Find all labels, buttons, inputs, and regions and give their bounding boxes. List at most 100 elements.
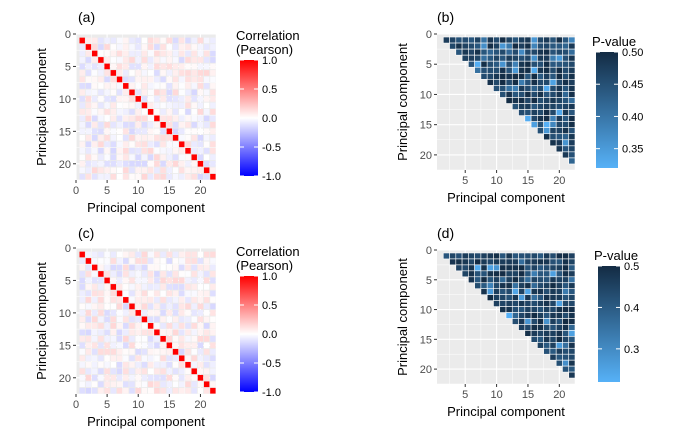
- heatmap-cell: [91, 258, 98, 264]
- heatmap-cell: [543, 54, 551, 62]
- heatmap-cell: [185, 342, 191, 349]
- heatmap-cell: [203, 122, 210, 128]
- heatmap-cell: [486, 60, 494, 68]
- heatmap-cell: [141, 154, 148, 161]
- heatmap-cell: [129, 310, 135, 316]
- heatmap-cell: [154, 37, 160, 44]
- heatmap-cell: [524, 115, 532, 122]
- heatmap-cell: [172, 173, 179, 180]
- heatmap-cell: [116, 70, 123, 76]
- heatmap-cell: [147, 290, 154, 297]
- heatmap-cell: [98, 251, 104, 258]
- heatmap-cell: [486, 288, 494, 295]
- heatmap-cell: [505, 36, 513, 44]
- heatmap-cell: [185, 147, 191, 154]
- heatmap-cell: [85, 271, 92, 277]
- heatmap-cell: [499, 252, 507, 260]
- heatmap-cell: [562, 121, 570, 128]
- heatmap-cell: [185, 167, 191, 174]
- heatmap-cell: [123, 316, 129, 323]
- heatmap-cell: [91, 76, 98, 83]
- heatmap-cell: [123, 264, 129, 271]
- heatmap-cell: [185, 57, 191, 63]
- x-tick-label: 20: [194, 399, 206, 411]
- heatmap-cell: [505, 97, 513, 104]
- heatmap-cell: [185, 258, 191, 264]
- heatmap-cell: [511, 306, 519, 313]
- heatmap-cell: [562, 127, 570, 135]
- heatmap-cell: [110, 374, 117, 381]
- heatmap-cell: [555, 252, 563, 260]
- heatmap-cell: [530, 36, 538, 44]
- heatmap-cell: [543, 127, 551, 135]
- heatmap-cell: [104, 173, 110, 180]
- heatmap-cell: [474, 276, 482, 284]
- heatmap-cell: [505, 258, 513, 266]
- heatmap-cell: [85, 173, 92, 180]
- heatmap-cell: [104, 297, 110, 303]
- heatmap-cell: [147, 154, 154, 161]
- heatmap-cell: [210, 348, 216, 355]
- heatmap-cell: [549, 347, 557, 355]
- heatmap-cell: [104, 329, 110, 336]
- heatmap-cell: [191, 336, 197, 342]
- heatmap-cell: [562, 288, 570, 295]
- heatmap-cell: [141, 89, 148, 96]
- heatmap-cell: [116, 368, 123, 375]
- heatmap-cell: [524, 42, 532, 50]
- heatmap-cell: [549, 324, 557, 331]
- heatmap-cell: [154, 167, 160, 174]
- heatmap-cell: [160, 109, 166, 115]
- heatmap-cell: [480, 60, 488, 68]
- heatmap-cell: [455, 42, 463, 50]
- y-tick-label: 15: [59, 340, 71, 352]
- y-tick-label: 20: [59, 373, 71, 385]
- heatmap-cell: [486, 264, 494, 272]
- heatmap-cell: [104, 63, 110, 70]
- heatmap-cell: [455, 48, 463, 56]
- heatmap-cell: [98, 316, 104, 323]
- heatmap-cell: [555, 288, 563, 295]
- heatmap-cell: [511, 36, 519, 44]
- heatmap-cell: [203, 128, 210, 135]
- heatmap-cell: [79, 122, 85, 128]
- heatmap-cell: [104, 342, 110, 349]
- heatmap-cell: [110, 361, 117, 368]
- heatmap-cell: [493, 79, 501, 86]
- heatmap-cell: [191, 70, 197, 76]
- heatmap-cell: [210, 147, 216, 154]
- heatmap-cell: [549, 312, 557, 319]
- heatmap-cell: [474, 54, 482, 62]
- heatmap-cell: [511, 264, 519, 272]
- heatmap-cell: [493, 282, 501, 290]
- heatmap-cell: [562, 324, 570, 331]
- heatmap-cell: [166, 342, 173, 349]
- heatmap-cell: [85, 355, 92, 362]
- heatmap-cell: [530, 282, 538, 290]
- heatmap-cell: [480, 264, 488, 272]
- heatmap-cell: [91, 374, 98, 381]
- heatmap-cell: [85, 57, 92, 63]
- heatmap-cell: [160, 368, 166, 375]
- heatmap-cell: [141, 160, 148, 167]
- heatmap-cell: [210, 89, 216, 96]
- heatmap-cell: [79, 160, 85, 167]
- heatmap-cell: [549, 42, 557, 50]
- heatmap-cell: [530, 115, 538, 122]
- heatmap-cell: [123, 83, 129, 89]
- heatmap-cell: [129, 70, 135, 76]
- heatmap-cell: [568, 66, 576, 74]
- heatmap-cell: [135, 37, 141, 44]
- heatmap-cell: [123, 115, 129, 122]
- heatmap-cell: [110, 368, 117, 375]
- heatmap-cell: [197, 264, 204, 271]
- heatmap-cell: [85, 160, 92, 167]
- x-tick-label: 15: [163, 185, 175, 197]
- heatmap-cell: [147, 342, 154, 349]
- heatmap-cell: [505, 288, 513, 295]
- heatmap-cell: [191, 264, 197, 271]
- heatmap-cell: [172, 57, 179, 63]
- heatmap-cell: [468, 36, 475, 44]
- heatmap-cell: [543, 347, 551, 355]
